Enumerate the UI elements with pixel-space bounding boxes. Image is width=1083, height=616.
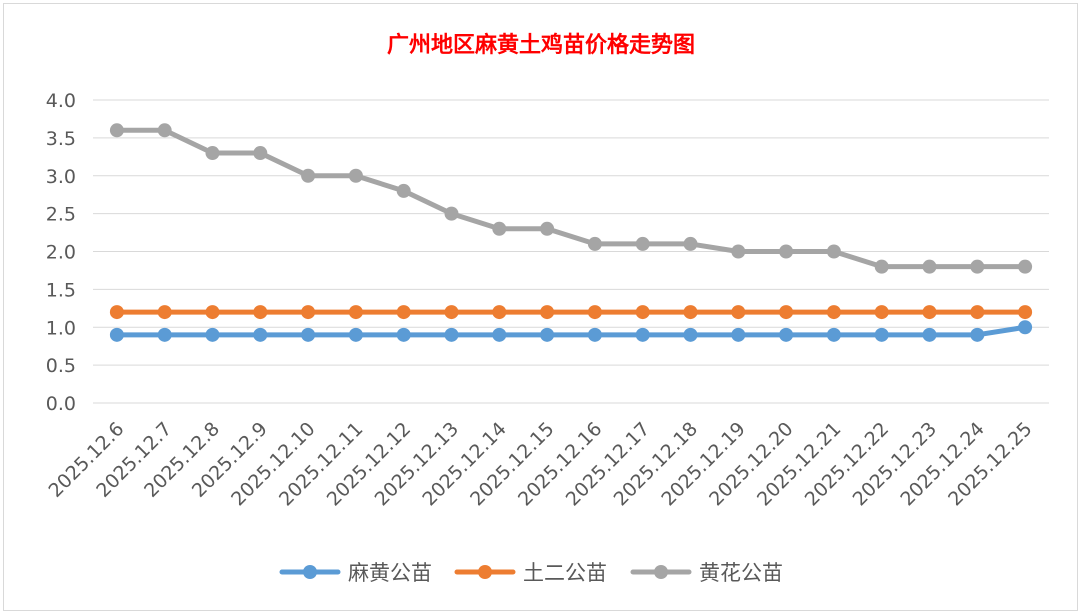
y-tick-label: 3.5 [46,128,76,150]
data-point [731,244,746,259]
legend-label: 黄花公苗 [699,561,783,585]
y-axis-ticks: 0.0 0.5 1.0 1.5 2.0 2.5 3.0 3.5 4.0 [46,90,76,415]
y-tick-label: 0.5 [46,355,76,377]
data-point [540,305,555,320]
y-tick-label: 1.5 [46,279,76,301]
data-point [301,168,316,183]
data-point [205,327,220,342]
data-point [540,221,555,236]
data-point [826,327,841,342]
data-point [540,327,555,342]
y-tick-label: 2.5 [46,204,76,226]
data-point [874,259,889,274]
data-point [1018,305,1033,320]
data-point [348,168,363,183]
chart-title: 广州地区麻黄土鸡苗价格走势图 [387,32,695,58]
data-point [348,327,363,342]
series-0 [109,320,1033,342]
y-tick-label: 3.0 [46,166,76,188]
data-point [970,327,985,342]
data-point [874,305,889,320]
data-point [253,146,268,161]
data-point [492,221,507,236]
data-point [444,327,459,342]
data-point [779,305,794,320]
data-point [301,305,316,320]
data-point [253,327,268,342]
data-point [587,327,602,342]
y-tick-label: 2.0 [46,242,76,264]
y-tick-label: 0.0 [46,393,76,415]
data-point [444,305,459,320]
data-point [635,236,650,251]
data-point [922,305,937,320]
data-point [922,327,937,342]
data-point [348,305,363,320]
data-point [635,327,650,342]
series-line [114,324,1028,338]
data-point [779,244,794,259]
series-lines [109,123,1033,342]
data-point [109,305,124,320]
x-axis-ticks: 2025.12.62025.12.72025.12.82025.12.92025… [44,418,1036,510]
data-point [826,244,841,259]
legend: 麻黄公苗 土二公苗 黄花公苗 [279,561,783,585]
data-point [1018,259,1033,274]
data-point [826,305,841,320]
data-point [587,305,602,320]
data-point [157,305,172,320]
legend-label: 麻黄公苗 [348,561,432,585]
data-point [922,259,937,274]
legend-swatch-marker [654,565,668,579]
data-point [1018,320,1033,335]
data-point [396,327,411,342]
data-point [253,305,268,320]
legend-label: 土二公苗 [523,561,607,585]
data-point [157,123,172,138]
series-line [114,127,1028,270]
data-point [109,327,124,342]
data-point [970,259,985,274]
data-point [970,305,985,320]
data-point [779,327,794,342]
data-point [396,305,411,320]
legend-item: 黄花公苗 [630,561,783,585]
legend-swatch-marker [478,565,492,579]
data-point [731,327,746,342]
series-1 [109,305,1033,320]
data-point [205,146,220,161]
data-point [109,123,124,138]
data-point [874,327,889,342]
data-point [731,305,746,320]
y-tick-label: 1.0 [46,317,76,339]
data-point [396,183,411,198]
data-point [205,305,220,320]
series-2 [109,123,1033,274]
data-point [587,236,602,251]
data-point [683,305,698,320]
data-point [635,305,650,320]
data-point [301,327,316,342]
data-point [492,305,507,320]
gridlines [93,99,1049,404]
legend-item: 土二公苗 [454,561,607,585]
data-point [683,327,698,342]
data-point [683,236,698,251]
y-tick-label: 4.0 [46,90,76,112]
data-point [157,327,172,342]
data-point [444,206,459,221]
legend-swatch-marker [303,565,317,579]
chart-frame [3,3,1078,611]
data-point [492,327,507,342]
legend-item: 麻黄公苗 [279,561,432,585]
